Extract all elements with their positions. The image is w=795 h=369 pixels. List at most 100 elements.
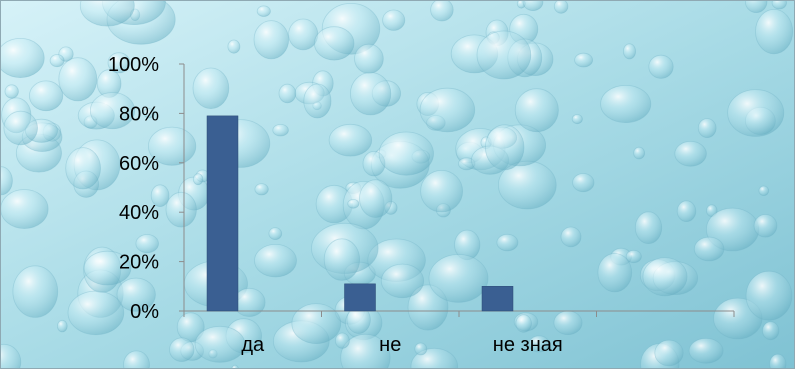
water-drop (123, 350, 150, 368)
water-drop (762, 321, 780, 341)
y-tick-label: 0% (130, 301, 159, 323)
y-tick-label: 60% (119, 153, 159, 175)
water-drop (268, 227, 283, 241)
bar-2 (344, 283, 376, 312)
water-drop (323, 238, 360, 281)
x-category-label: не зная (493, 334, 563, 356)
water-drop (688, 337, 724, 364)
water-drop (1, 343, 22, 368)
water-drop (382, 9, 406, 31)
water-drop (89, 92, 136, 130)
water-drop (254, 183, 269, 196)
chart-bars (206, 115, 514, 312)
chart-axes (179, 63, 735, 317)
water-drop (378, 131, 434, 176)
water-drop (430, 1, 454, 22)
water-drop (1, 38, 45, 78)
x-axis-category-labels: да не не зная (241, 334, 562, 356)
water-drop (420, 169, 464, 213)
water-drop (634, 211, 663, 245)
water-drop (769, 353, 787, 368)
water-drop (328, 123, 373, 157)
water-drop (633, 146, 645, 160)
water-drop (135, 234, 159, 254)
water-drop (697, 118, 717, 138)
bar-1 (206, 115, 239, 312)
water-drop (496, 233, 519, 252)
water-drop (515, 314, 532, 333)
water-drop (314, 26, 355, 61)
water-drop (528, 335, 550, 353)
water-drop (485, 124, 525, 171)
water-drop (340, 333, 391, 368)
water-drop (571, 114, 583, 125)
water-drop (349, 72, 392, 116)
bar-3 (481, 286, 514, 312)
y-tick-label: 80% (119, 103, 159, 125)
water-drop (227, 39, 241, 54)
water-drop (194, 325, 246, 363)
water-drop (359, 179, 393, 218)
water-drop (574, 52, 593, 68)
water-drop (3, 110, 38, 146)
water-drop (745, 1, 768, 13)
water-drop (623, 43, 637, 60)
water-drop (514, 88, 559, 133)
water-drop (419, 87, 476, 133)
water-drop (347, 199, 360, 209)
water-drop (745, 270, 793, 321)
water-drop (600, 85, 652, 124)
water-drop (648, 54, 674, 79)
water-drop (233, 287, 266, 317)
water-drop (1, 166, 13, 196)
water-drop (67, 290, 125, 336)
water-drop (553, 310, 583, 336)
water-drop (654, 339, 684, 367)
water-drop (625, 249, 642, 264)
water-drop (354, 43, 384, 74)
water-drop (107, 52, 131, 74)
water-drop (476, 30, 532, 80)
water-drop (58, 57, 98, 102)
water-drop (278, 83, 297, 104)
water-drop (693, 236, 725, 262)
water-drop (597, 253, 633, 293)
water-drop (28, 80, 64, 112)
water-drop (288, 18, 319, 51)
y-axis-tick-labels: 0% 20% 40% 60% 80% 100% (108, 54, 159, 323)
water-drop (753, 214, 778, 238)
water-drop (334, 332, 350, 349)
y-tick-label: 40% (119, 202, 159, 224)
y-tick-label: 100% (108, 54, 159, 76)
water-drop (727, 89, 785, 137)
water-drop (253, 20, 289, 60)
water-drop (231, 364, 239, 368)
water-drop (572, 173, 595, 193)
water-drop (553, 1, 569, 14)
water-drop (272, 123, 289, 137)
y-tick-label: 20% (119, 252, 159, 274)
water-drop (560, 226, 582, 248)
water-drop (674, 141, 707, 167)
water-drop (755, 8, 794, 55)
water-drop (380, 263, 425, 299)
water-drop (254, 244, 297, 278)
water-drop (428, 254, 489, 303)
x-category-label: не (379, 334, 401, 356)
x-category-label: да (241, 334, 265, 356)
water-drop (676, 200, 697, 223)
water-drop (407, 284, 449, 331)
water-drop (771, 1, 787, 10)
water-drop (65, 147, 101, 190)
water-drop (165, 191, 197, 228)
water-drop (303, 83, 332, 119)
water-drop (12, 265, 59, 318)
water-drop (414, 342, 428, 356)
water-drop (192, 173, 204, 186)
water-drop (1, 189, 49, 229)
water-drop (83, 250, 132, 286)
water-drop (143, 108, 155, 119)
